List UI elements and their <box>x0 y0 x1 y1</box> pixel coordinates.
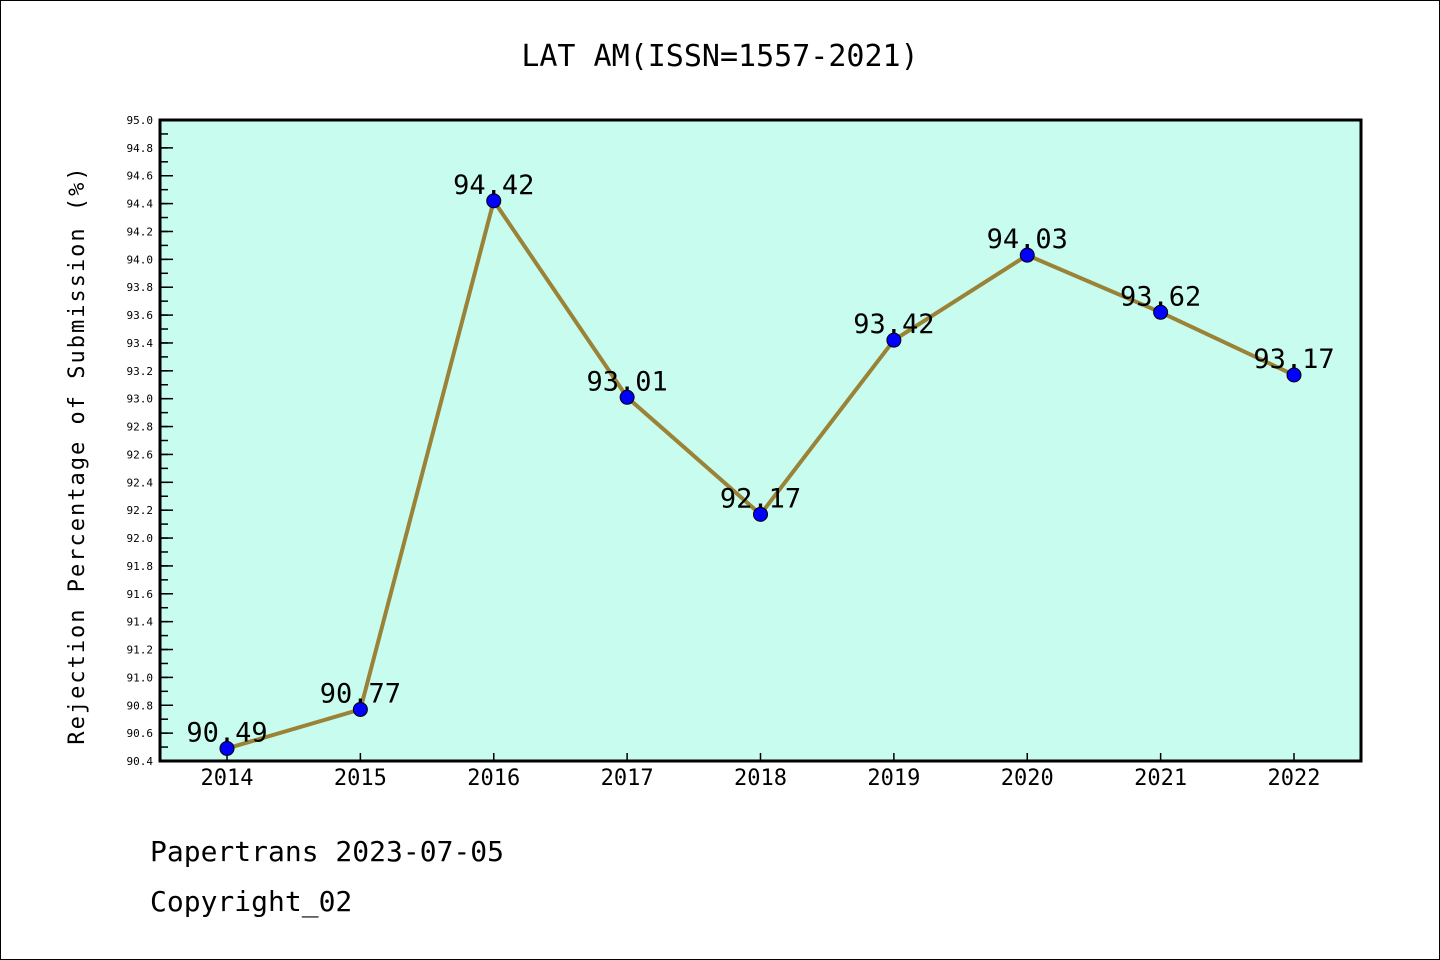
data-label: 93.17 <box>1253 344 1334 375</box>
data-point <box>1286 367 1302 383</box>
x-tick-label: 2018 <box>734 766 787 791</box>
y-tick-label: 93.0 <box>127 393 154 406</box>
plot-area <box>160 120 1361 761</box>
y-tick-label: 90.4 <box>127 755 154 768</box>
x-tick-label: 2015 <box>334 766 387 791</box>
plot-border <box>158 118 1363 763</box>
y-tick-label: 92.2 <box>127 504 154 517</box>
y-tick-label: 93.4 <box>127 337 154 350</box>
y-tick-label: 92.8 <box>127 421 154 434</box>
y-tick-label: 95.0 <box>127 114 154 127</box>
y-tick-label: 94.0 <box>127 253 154 266</box>
data-point <box>619 389 635 405</box>
x-tick-label: 2014 <box>201 766 254 791</box>
x-tick-label: 2021 <box>1134 766 1187 791</box>
data-label: 93.01 <box>586 366 667 397</box>
data-point <box>1153 304 1169 320</box>
y-tick-label: 91.2 <box>127 644 154 657</box>
y-tick-label: 91.8 <box>127 560 154 573</box>
y-tick-label: 94.6 <box>127 170 154 183</box>
data-point <box>753 506 768 522</box>
data-point <box>219 740 235 756</box>
x-tick-label: 2016 <box>467 766 520 791</box>
data-point <box>1019 247 1035 263</box>
y-axis-label: Rejection Percentage of Submission (%) <box>65 165 90 744</box>
chart-title: LAT AM(ISSN=1557-2021) <box>521 39 918 74</box>
footer-copyright: Copyright_02 <box>150 885 353 918</box>
y-tick-label: 94.8 <box>127 142 154 155</box>
data-point <box>486 193 502 209</box>
y-tick-label: 93.6 <box>127 309 154 322</box>
x-tick-label: 2017 <box>601 766 654 791</box>
y-tick-label: 91.6 <box>127 588 154 601</box>
data-point <box>352 701 368 717</box>
y-tick-label: 92.0 <box>127 532 154 545</box>
x-tick-label: 2020 <box>1001 766 1054 791</box>
footer-date: Papertrans 2023-07-05 <box>150 835 505 868</box>
x-tick-label: 2019 <box>867 766 920 791</box>
y-tick-label: 91.4 <box>127 616 154 629</box>
data-label: 94.42 <box>453 170 534 201</box>
y-tick-label: 93.8 <box>127 281 154 294</box>
y-tick-label: 92.6 <box>127 448 154 461</box>
data-label: 90.77 <box>320 678 401 709</box>
y-tick-label: 90.8 <box>127 699 154 712</box>
data-label: 92.17 <box>720 483 801 514</box>
data-label: 93.42 <box>853 309 934 340</box>
y-tick-label: 93.2 <box>127 365 154 378</box>
data-point <box>886 332 902 348</box>
data-label: 90.49 <box>186 717 267 748</box>
x-tick-label: 2022 <box>1268 766 1321 791</box>
y-tick-label: 94.2 <box>127 225 154 238</box>
y-tick-label: 90.6 <box>127 727 154 740</box>
y-tick-label: 91.0 <box>127 671 154 684</box>
y-tick-label: 94.4 <box>127 198 154 211</box>
y-tick-label: 92.4 <box>127 476 154 489</box>
data-label: 93.62 <box>1120 281 1201 312</box>
data-label: 94.03 <box>987 224 1068 255</box>
